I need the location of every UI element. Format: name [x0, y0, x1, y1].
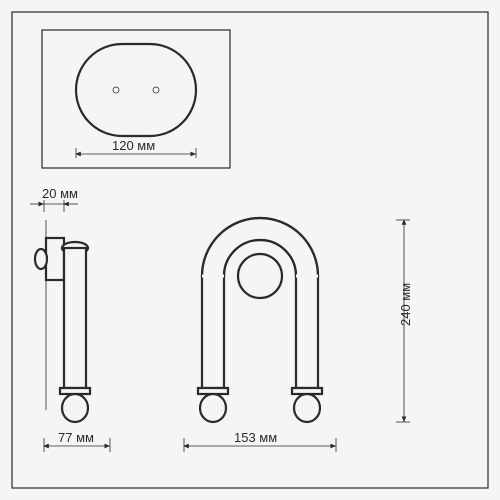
technical-drawing: 120 мм 20 мм 77 мм 153 мм 240 мм — [0, 0, 500, 500]
svg-text:240 мм: 240 мм — [398, 283, 413, 326]
svg-text:120 мм: 120 мм — [112, 138, 155, 153]
side-view — [35, 220, 90, 422]
svg-text:153 мм: 153 мм — [234, 430, 277, 445]
mounting-plate — [76, 44, 196, 136]
center-knob — [238, 254, 282, 298]
bulb-icon — [62, 394, 88, 422]
bulb-icon — [294, 394, 320, 422]
bulb-icon — [200, 394, 226, 422]
front-view — [198, 218, 322, 422]
svg-text:20 мм: 20 мм — [42, 186, 78, 201]
svg-text:77 мм: 77 мм — [58, 430, 94, 445]
